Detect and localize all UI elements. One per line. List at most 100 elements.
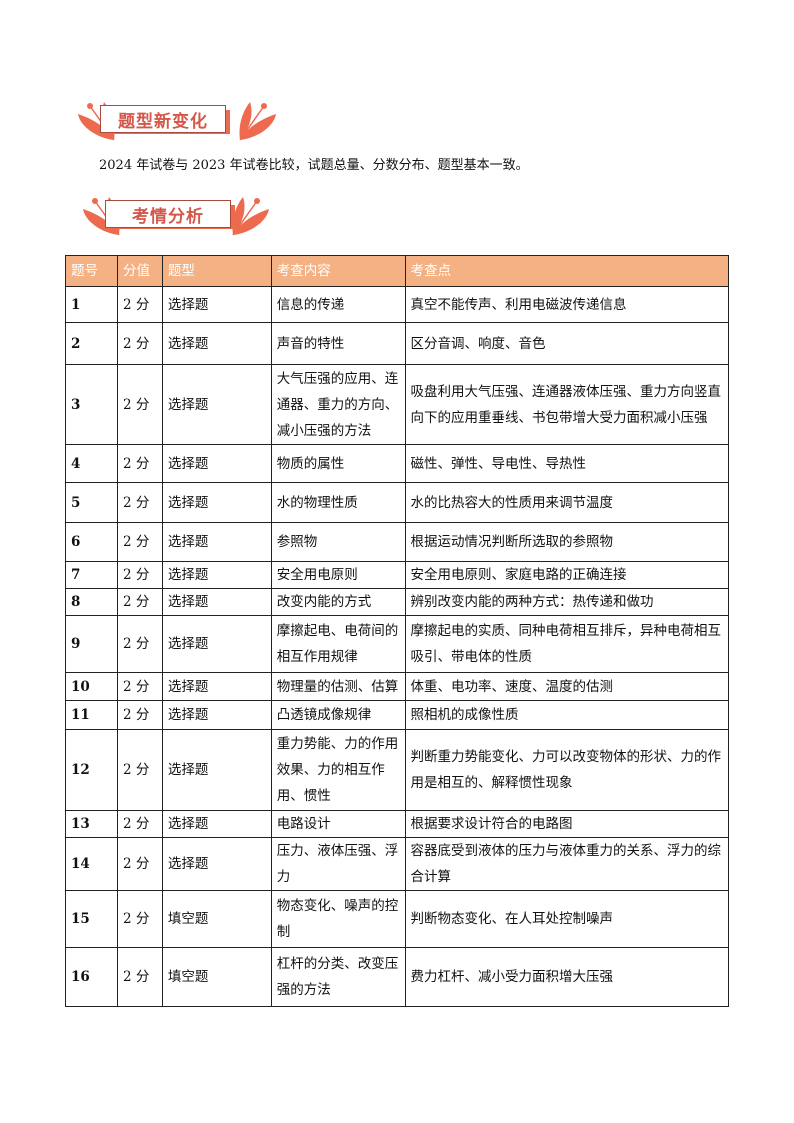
cell-type: 选择题 xyxy=(161,837,272,891)
cell-type: 选择题 xyxy=(161,615,272,673)
cell-content: 摩擦起电、电荷间的相互作用规律 xyxy=(270,615,406,673)
cell-number: 4 xyxy=(65,444,118,483)
cell-content: 物态变化、噪声的控制 xyxy=(270,890,406,948)
table-row: 10 2 分选择题 物理量的估测、估算 体重、电功率、速度、温度的估测 xyxy=(65,672,730,701)
cell-type: 选择题 xyxy=(161,286,272,323)
cell-score: 2 分 xyxy=(116,588,163,616)
cell-type: 选择题 xyxy=(161,561,272,589)
cell-number: 11 xyxy=(65,700,118,730)
cell-content: 重力势能、力的作用效果、力的相互作用、惯性 xyxy=(270,729,406,811)
cell-score: 2 分 xyxy=(116,522,163,562)
cell-type: 选择题 xyxy=(161,700,272,730)
cell-points: 判断重力势能变化、力可以改变物体的形状、力的作用是相互的、解释惯性现象 xyxy=(404,729,730,811)
table-row: 16 2 分填空题 杠杆的分类、改变压强的方法 费力杠杆、减小受力面积增大压强 xyxy=(65,947,730,1007)
cell-type: 选择题 xyxy=(161,729,272,811)
cell-number: 3 xyxy=(65,364,118,445)
cell-content: 信息的传递 xyxy=(270,286,406,323)
cell-points: 体重、电功率、速度、温度的估测 xyxy=(404,672,730,701)
cell-content: 物质的属性 xyxy=(270,444,406,483)
cell-content: 水的物理性质 xyxy=(270,482,406,523)
header-number: 题号 xyxy=(65,255,118,287)
cell-number: 9 xyxy=(65,615,118,673)
header-points: 考查点 xyxy=(404,255,730,287)
cell-points: 辨别改变内能的两种方式：热传递和做功 xyxy=(404,588,730,616)
cell-type: 选择题 xyxy=(161,810,272,838)
table-row: 11 2 分选择题 凸透镜成像规律 照相机的成像性质 xyxy=(65,700,730,730)
table-row: 13 2 分选择题 电路设计 根据要求设计符合的电路图 xyxy=(65,810,730,838)
cell-points: 根据运动情况判断所选取的参照物 xyxy=(404,522,730,562)
cell-number: 8 xyxy=(65,588,118,616)
cell-number: 5 xyxy=(65,482,118,523)
cell-number: 15 xyxy=(65,890,118,948)
table-header-row: 题号 分值 题型 考查内容 考查点 xyxy=(65,255,730,287)
cell-type: 选择题 xyxy=(161,482,272,523)
cell-points: 真空不能传声、利用电磁波传递信息 xyxy=(404,286,730,323)
leaf-decoration-right-icon xyxy=(239,102,276,141)
cell-score: 2 分 xyxy=(116,364,163,445)
cell-points: 判断物态变化、在人耳处控制噪声 xyxy=(404,890,730,948)
cell-points: 照相机的成像性质 xyxy=(404,700,730,730)
cell-number: 14 xyxy=(65,837,118,891)
cell-content: 压力、液体压强、浮力 xyxy=(270,837,406,891)
cell-content: 杠杆的分类、改变压强的方法 xyxy=(270,947,406,1007)
cell-score: 2 分 xyxy=(116,561,163,589)
cell-content: 改变内能的方式 xyxy=(270,588,406,616)
cell-content: 安全用电原则 xyxy=(270,561,406,589)
cell-type: 填空题 xyxy=(161,890,272,948)
cell-points: 安全用电原则、家庭电路的正确连接 xyxy=(404,561,730,589)
table-row: 12 2 分选择题 重力势能、力的作用效果、力的相互作用、惯性 判断重力势能变化、力可… xyxy=(65,729,730,811)
cell-score: 2 分 xyxy=(116,890,163,948)
section-title: 题型新变化 xyxy=(100,105,226,133)
cell-content: 电路设计 xyxy=(270,810,406,838)
cell-number: 12 xyxy=(65,729,118,811)
cell-number: 13 xyxy=(65,810,118,838)
cell-points: 磁性、弹性、导电性、导热性 xyxy=(404,444,730,483)
leaf-decoration-right-icon xyxy=(232,197,269,236)
table-row: 15 2 分填空题 物态变化、噪声的控制 判断物态变化、在人耳处控制噪声 xyxy=(65,890,730,948)
cell-score: 2 分 xyxy=(116,700,163,730)
cell-score: 2 分 xyxy=(116,947,163,1007)
cell-number: 10 xyxy=(65,672,118,701)
cell-score: 2 分 xyxy=(116,482,163,523)
cell-points: 水的比热容大的性质用来调节温度 xyxy=(404,482,730,523)
header-type: 题型 xyxy=(161,255,272,287)
cell-type: 选择题 xyxy=(161,444,272,483)
cell-number: 1 xyxy=(65,286,118,323)
cell-type: 选择题 xyxy=(161,522,272,562)
cell-score: 2 分 xyxy=(116,672,163,701)
cell-score: 2 分 xyxy=(116,729,163,811)
cell-points: 容器底受到液体的压力与液体重力的关系、浮力的综合计算 xyxy=(404,837,730,891)
cell-score: 2 分 xyxy=(116,322,163,365)
cell-points: 区分音调、响度、音色 xyxy=(404,322,730,365)
cell-type: 填空题 xyxy=(161,947,272,1007)
cell-type: 选择题 xyxy=(161,672,272,701)
cell-number: 7 xyxy=(65,561,118,589)
cell-content: 参照物 xyxy=(270,522,406,562)
cell-content: 物理量的估测、估算 xyxy=(270,672,406,701)
section-title: 考情分析 xyxy=(105,200,231,228)
section-banner-changes: 题型新变化 xyxy=(70,98,276,146)
header-content: 考查内容 xyxy=(270,255,406,287)
cell-number: 16 xyxy=(65,947,118,1007)
cell-score: 2 分 xyxy=(116,444,163,483)
cell-type: 选择题 xyxy=(161,364,272,445)
header-score: 分值 xyxy=(116,255,163,287)
cell-number: 6 xyxy=(65,522,118,562)
cell-type: 选择题 xyxy=(161,588,272,616)
cell-number: 2 xyxy=(65,322,118,365)
cell-content: 声音的特性 xyxy=(270,322,406,365)
cell-points: 费力杠杆、减小受力面积增大压强 xyxy=(404,947,730,1007)
cell-score: 2 分 xyxy=(116,286,163,323)
cell-type: 选择题 xyxy=(161,322,272,365)
cell-score: 2 分 xyxy=(116,837,163,891)
table-row: 14 2 分选择题 压力、液体压强、浮力 容器底受到液体的压力与液体重力的关系、浮力的… xyxy=(65,837,730,891)
